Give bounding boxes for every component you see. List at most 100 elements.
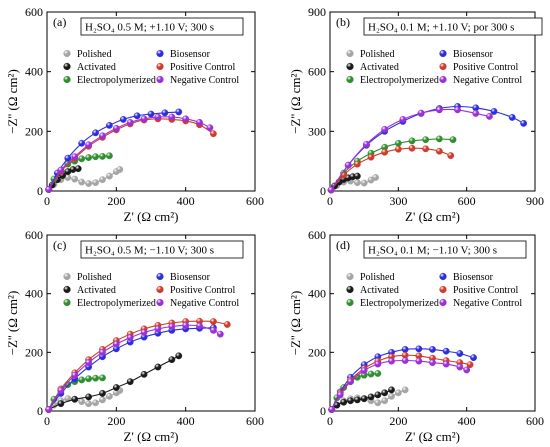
fit-curve — [331, 389, 392, 410]
legend-entry: Biosensor — [156, 272, 211, 283]
data-point — [447, 152, 455, 159]
legend-label: Positive Control — [453, 62, 519, 73]
legend-entry: Positive Control — [439, 285, 519, 296]
condition-box — [80, 17, 244, 36]
panel-label: (a) — [53, 15, 66, 29]
data-point — [140, 328, 148, 336]
legend-label: Biosensor — [453, 272, 494, 283]
data-point — [388, 392, 395, 400]
x-tick-label: 300 — [389, 194, 407, 208]
legend-label: Activated — [360, 285, 399, 296]
data-point — [442, 360, 450, 368]
legend-entry: Electropolymerized — [63, 298, 156, 309]
legend-entry: Polished — [346, 272, 394, 283]
data-point — [394, 145, 402, 153]
data-point — [456, 350, 464, 357]
data-point — [106, 172, 113, 180]
x-tick-label: 0 — [327, 194, 333, 208]
data-point — [417, 109, 425, 117]
legend-marker — [63, 272, 71, 281]
x-axis-label: Z' (Ω cm²) — [405, 209, 460, 224]
legend-label: Activated — [77, 285, 116, 296]
legend-entry: Positive Control — [156, 285, 236, 296]
panel-label: (c) — [53, 238, 66, 252]
data-point — [85, 359, 93, 366]
data-point — [399, 116, 407, 123]
chart-panel-2: 0 200 400 600 0 200 400 600 Z' (Ω cm²) −Z'' (Ω cm… — [5, 228, 264, 444]
data-point — [336, 391, 344, 399]
data-point — [328, 406, 336, 413]
data-point — [196, 118, 203, 126]
data-point — [435, 135, 443, 143]
legend-marker — [439, 285, 447, 294]
legend-label: Negative Control — [170, 75, 239, 86]
data-point — [374, 391, 382, 399]
y-axis-label: −Z'' (Ω cm²) — [5, 69, 20, 134]
legend-entry: Biosensor — [439, 49, 494, 60]
data-point — [486, 113, 493, 120]
data-point — [133, 112, 141, 120]
x-tick-label: 400 — [177, 194, 195, 208]
legend-entry: Polished — [346, 49, 394, 60]
legend-marker — [439, 298, 447, 307]
legend-entry: Biosensor — [156, 49, 211, 60]
data-point — [449, 136, 457, 144]
data-point — [472, 110, 480, 117]
legend-entry: Electropolymerized — [346, 75, 439, 86]
data-point — [126, 118, 134, 126]
data-point — [401, 386, 409, 394]
legend-marker — [346, 75, 354, 84]
data-point — [71, 395, 79, 403]
data-point — [422, 136, 430, 144]
data-point — [85, 141, 93, 149]
legend-marker — [156, 75, 164, 84]
legend-marker — [63, 49, 71, 58]
x-tick-label: 600 — [458, 194, 476, 208]
legend-marker — [346, 285, 354, 294]
data-point — [112, 124, 120, 132]
data-point — [154, 325, 162, 333]
data-point — [394, 139, 402, 147]
chart-panel-0: 0 200 400 600 0 200 400 600 Z' (Ω cm²) −Z'' (Ω cm… — [5, 5, 264, 224]
legend-label: Negative Control — [453, 75, 522, 86]
plot-frame — [329, 11, 536, 192]
panel-label: (d) — [336, 238, 350, 252]
data-point — [182, 321, 190, 329]
data-point — [388, 386, 395, 394]
data-point — [470, 354, 477, 362]
data-point — [71, 153, 79, 161]
legend-marker — [346, 62, 354, 71]
legend-marker — [156, 49, 164, 58]
legend-marker — [63, 298, 71, 307]
legend-marker — [156, 298, 164, 307]
legend-label: Biosensor — [170, 49, 211, 60]
condition-text: H₂SO₄ 0.1 M; −1.10 V; 300 s — [368, 245, 497, 257]
legend-label: Positive Control — [170, 62, 236, 73]
data-point — [175, 108, 183, 116]
data-point — [394, 389, 402, 397]
data-point — [381, 148, 389, 156]
data-point — [388, 357, 395, 365]
data-point — [401, 357, 409, 364]
legend-label: Polished — [360, 272, 394, 283]
x-tick-label: 0 — [44, 414, 50, 428]
data-point — [106, 121, 113, 129]
data-point — [429, 359, 436, 366]
data-point — [353, 179, 361, 187]
data-point — [353, 172, 361, 180]
data-point — [112, 384, 120, 391]
data-point — [520, 119, 528, 127]
legend-entry: Activated — [63, 62, 116, 73]
legend-label: Negative Control — [170, 298, 239, 309]
data-point — [154, 363, 162, 371]
y-tick-label: 0 — [37, 184, 43, 198]
legend-entry: Activated — [63, 285, 116, 296]
legend-entry: Polished — [63, 272, 111, 283]
data-point — [466, 361, 474, 369]
y-tick-label: 400 — [25, 65, 43, 79]
legend-marker — [439, 75, 447, 84]
legend-label: Positive Control — [170, 285, 236, 296]
y-axis-label: −Z'' (Ω cm²) — [288, 69, 303, 134]
legend-marker — [63, 62, 71, 71]
